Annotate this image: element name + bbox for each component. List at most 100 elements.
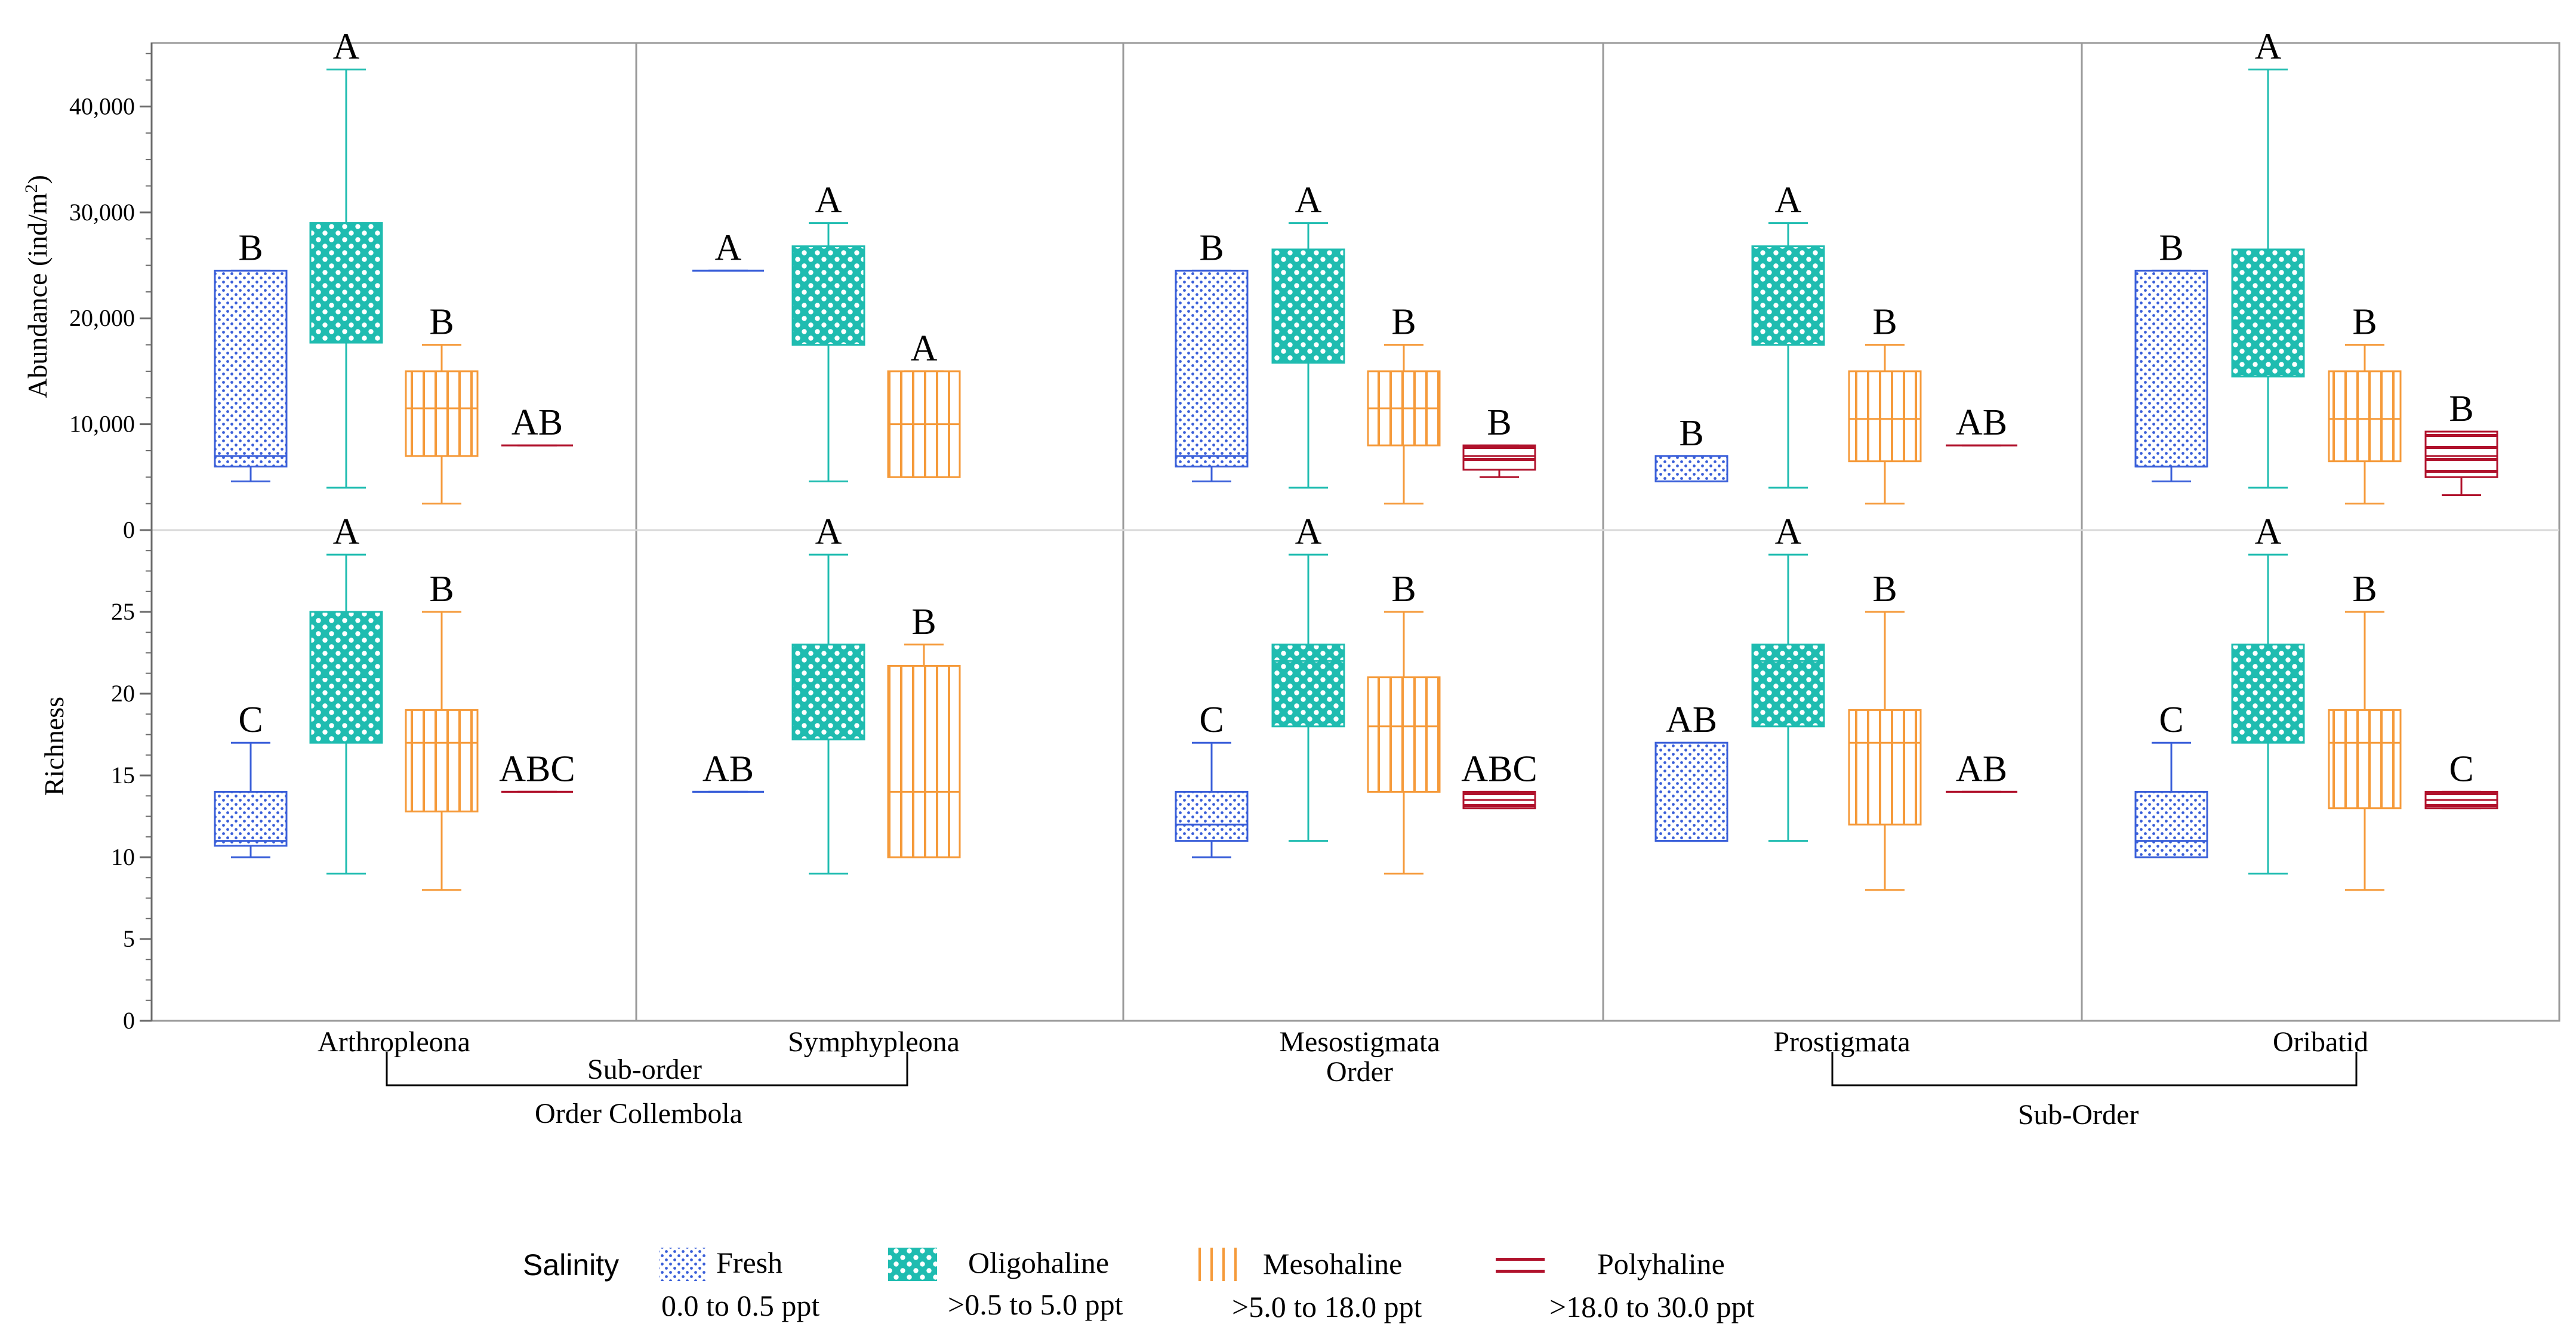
abundance-prostigmata-meso-letter: B [1872, 302, 1897, 343]
legend-range-fresh: 0.0 to 0.5 ppt [661, 1289, 819, 1322]
richness-mesostigmata-poly-letter: ABC [1461, 749, 1537, 789]
richness-tick-label: 25 [111, 598, 135, 625]
abundance-mesostigmata-fresh-letter: B [1199, 227, 1224, 268]
richness-oribatid-fresh-iqr-box [2134, 790, 2208, 858]
richness-mesostigmata-meso-letter: B [1391, 569, 1416, 609]
abundance-oribatid-oligo-letter: A [2255, 26, 2282, 67]
abundance-symphypleona-oligo-box: A [791, 180, 865, 482]
abundance-arthropleona-meso-iqr-box [405, 370, 479, 457]
richness-prostigmata-meso-box: B [1848, 569, 1922, 891]
group-label-order: Order [1326, 1056, 1393, 1088]
richness-mesostigmata-fresh-box: C [1175, 700, 1249, 858]
abundance-tick-label: 30,000 [69, 199, 135, 226]
legend-swatch-mesohaline [1191, 1248, 1240, 1281]
abundance-arthropleona-fresh-iqr-box [214, 269, 288, 468]
abundance-symphypleona-meso-letter: A [911, 328, 938, 369]
richness-prostigmata-fresh-letter: AB [1666, 700, 1717, 740]
group-label-sub-order: Sub-order [587, 1054, 702, 1085]
richness-prostigmata-meso-letter: B [1872, 569, 1897, 609]
abundance-arthropleona-fresh-letter: B [238, 227, 263, 268]
abundance-prostigmata-oligo-letter: A [1775, 180, 1802, 221]
richness-prostigmata-poly-box: AB [1946, 749, 2017, 793]
abundance-tick-label: 10,000 [69, 411, 135, 438]
abundance-oribatid-meso-letter: B [2352, 302, 2377, 343]
richness-tick-label: 10 [111, 844, 135, 870]
abundance-oribatid-oligo-box: A [2231, 26, 2305, 489]
legend-range-mesohaline: >5.0 to 18.0 ppt [1232, 1290, 1422, 1323]
abundance-mesostigmata-meso-box: B [1367, 302, 1441, 505]
richness-symphypleona-meso-iqr-box [887, 664, 961, 858]
richness-arthropleona-fresh-box: C [214, 700, 288, 858]
category-label-mesostigmata: Mesostigmata [1279, 1026, 1440, 1058]
abundance-prostigmata-fresh-letter: B [1679, 413, 1703, 454]
legend: Salinity Fresh 0.0 to 0.5 ppt Oligohalin… [523, 1246, 1755, 1323]
richness-oribatid-oligo-iqr-box [2231, 644, 2305, 744]
category-label-symphypleona: Symphypleona [788, 1026, 960, 1058]
richness-mesostigmata-poly-box: ABC [1461, 749, 1537, 809]
abundance-mesostigmata-poly-letter: B [1487, 402, 1511, 443]
richness-oribatid-oligo-box: A [2231, 512, 2305, 875]
abundance-arthropleona-poly-box: AB [501, 402, 573, 447]
plot-frame [150, 42, 2560, 1022]
abundance-symphypleona-oligo-letter: A [815, 180, 842, 221]
abundance-prostigmata-meso-box: B [1848, 302, 1922, 505]
abundance-arthropleona-fresh-box: B [214, 227, 288, 482]
abundance-mesostigmata-fresh-iqr-box [1175, 269, 1249, 468]
abundance-mesostigmata-poly-box: B [1462, 402, 1536, 478]
legend-label-mesohaline: Mesohaline [1263, 1247, 1402, 1280]
category-label-prostigmata: Prostigmata [1773, 1026, 1910, 1058]
richness-mesostigmata-fresh-iqr-box [1175, 790, 1249, 842]
richness-prostigmata-meso-iqr-box [1848, 709, 1922, 826]
richness-mesostigmata-fresh-letter: C [1199, 700, 1224, 740]
abundance-arthropleona-meso-letter: B [429, 302, 454, 343]
abundance-oribatid-oligo-iqr-box [2231, 248, 2305, 378]
abundance-arthropleona-oligo-iqr-box [309, 222, 383, 344]
legend-swatch-oligohaline [888, 1248, 937, 1281]
abundance-axis-title-close: ) [22, 175, 53, 184]
legend-swatch-polyhaline [1496, 1252, 1545, 1279]
richness-arthropleona-meso-letter: B [429, 569, 454, 609]
richness-tick-label: 5 [123, 925, 135, 952]
abundance-oribatid-poly-box: B [2424, 389, 2498, 496]
abundance-axis-title-text: Abundance (ind/m [22, 193, 53, 398]
legend-label-polyhaline: Polyhaline [1597, 1247, 1725, 1280]
legend-title: Salinity [523, 1248, 619, 1282]
richness-oribatid-oligo-letter: A [2255, 512, 2282, 552]
legend-label-fresh: Fresh [716, 1246, 782, 1279]
abundance-tick-label: 40,000 [69, 93, 135, 119]
abundance-mesostigmata-meso-letter: B [1391, 302, 1416, 343]
abundance-oribatid-meso-box: B [2328, 302, 2402, 505]
richness-axis-ticks: 0 5 10 15 20 25 [111, 530, 152, 1034]
richness-arthropleona-fresh-iqr-box [214, 790, 288, 847]
richness-symphypleona-fresh-letter: AB [702, 749, 754, 789]
abundance-prostigmata-poly-box: AB [1946, 402, 2017, 447]
abundance-oribatid-poly-iqr-box [2424, 430, 2498, 478]
abundance-oribatid-meso-iqr-box [2328, 370, 2402, 463]
richness-symphypleona-oligo-iqr-box [791, 644, 865, 741]
abundance-prostigmata-fresh-box: B [1654, 413, 1728, 482]
richness-mesostigmata-meso-box: B [1367, 569, 1441, 875]
richness-oribatid-meso-iqr-box [2328, 709, 2402, 809]
abundance-arthropleona-poly-letter: AB [511, 402, 563, 443]
abundance-mesostigmata-oligo-iqr-box [1271, 248, 1345, 364]
abundance-symphypleona-fresh-letter: A [715, 227, 742, 268]
abundance-oribatid-fresh-iqr-box [2134, 269, 2208, 468]
richness-symphypleona-meso-box: B [887, 602, 961, 858]
richness-symphypleona-fresh-box: AB [692, 749, 764, 793]
abundance-symphypleona-meso-box: A [887, 328, 961, 478]
richness-arthropleona-meso-box: B [405, 569, 479, 891]
richness-tick-label: 15 [111, 762, 135, 789]
richness-arthropleona-fresh-letter: C [238, 700, 263, 740]
richness-oribatid-meso-letter: B [2352, 569, 2377, 609]
abundance-axis-title-sup: 2 [21, 184, 41, 193]
abundance-arthropleona-meso-box: B [405, 302, 479, 505]
legend-range-polyhaline: >18.0 to 30.0 ppt [1549, 1290, 1755, 1323]
abundance-oribatid-fresh-box: B [2134, 227, 2208, 482]
legend-range-oligohaline: >0.5 to 5.0 ppt [948, 1288, 1123, 1321]
abundance-oribatid-poly-letter: B [2449, 389, 2473, 429]
richness-arthropleona-poly-letter: ABC [499, 749, 575, 789]
group-label-sub-order-mites: Sub-Order [2018, 1099, 2139, 1131]
abundance-symphypleona-fresh-box: A [692, 227, 764, 272]
richness-mesostigmata-oligo-letter: A [1295, 512, 1322, 552]
